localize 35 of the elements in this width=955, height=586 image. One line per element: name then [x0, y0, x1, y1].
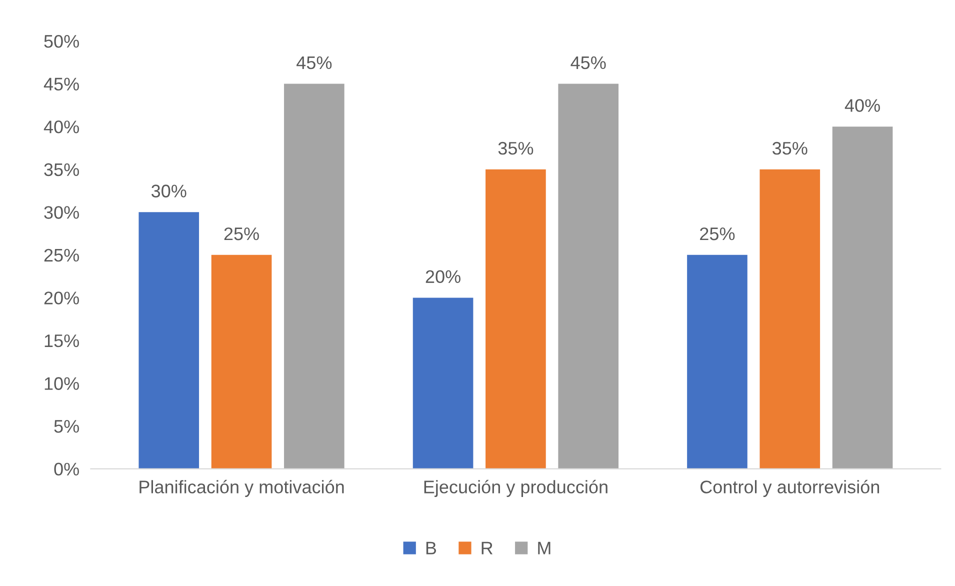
x-tick-label: Ejecución y producción	[424, 480, 608, 497]
bar	[211, 254, 272, 469]
y-tick-label: 0%	[54, 462, 79, 476]
data-label: 45%	[296, 56, 332, 70]
bar	[832, 126, 893, 469]
data-label: 30%	[151, 184, 186, 198]
bar	[558, 84, 619, 469]
y-tick-label: 30%	[44, 206, 79, 219]
y-tick-label: 15%	[44, 334, 79, 348]
bar	[412, 298, 474, 469]
y-tick-label: 5%	[54, 420, 79, 433]
data-label: 25%	[224, 227, 259, 240]
legend-label: B	[426, 542, 436, 554]
data-label: 20%	[426, 270, 460, 284]
y-tick-label: 35%	[44, 163, 79, 176]
y-tick-label: 10%	[44, 377, 79, 390]
y-tick-label: 50%	[44, 34, 79, 48]
bar	[760, 169, 820, 469]
bar	[284, 84, 344, 469]
data-label: 35%	[498, 142, 534, 155]
y-tick-label: 40%	[44, 120, 79, 134]
legend-label: R	[482, 542, 493, 554]
y-tick-label: 20%	[44, 292, 79, 304]
x-tick-label: Planificación y motivación	[140, 480, 344, 497]
legend-label: M	[538, 542, 550, 554]
data-label: 45%	[570, 56, 606, 70]
data-label: 25%	[700, 227, 735, 240]
bar	[138, 212, 200, 469]
y-tick-label: 25%	[44, 248, 79, 262]
data-label: 40%	[844, 99, 880, 112]
data-label: 35%	[772, 142, 808, 155]
bar	[687, 254, 748, 469]
x-tick-label: Control y autorrevisión	[700, 480, 880, 497]
y-tick-label: 45%	[44, 78, 79, 91]
bar	[486, 169, 546, 469]
